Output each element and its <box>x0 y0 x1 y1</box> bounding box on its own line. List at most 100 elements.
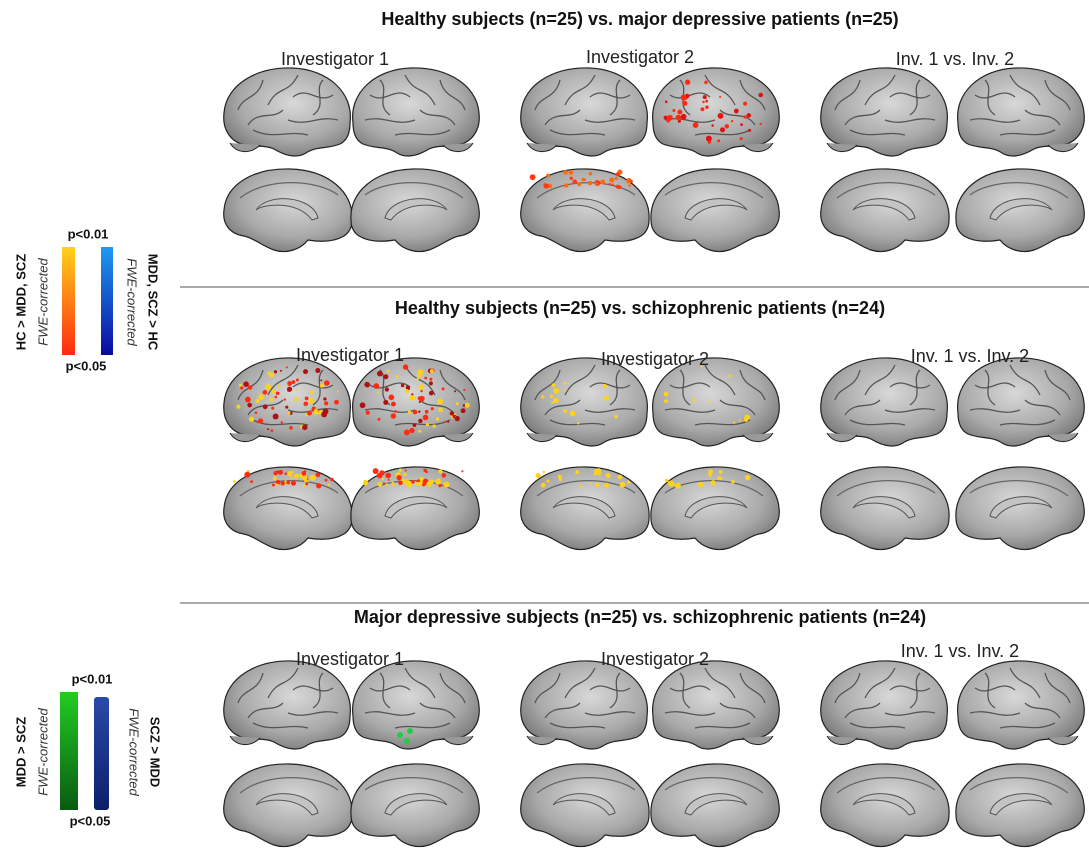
brain-medial <box>650 168 780 253</box>
brain-lateral <box>651 357 780 447</box>
brain-lateral <box>956 67 1085 157</box>
activation <box>684 79 691 85</box>
brain-lateral <box>351 357 480 447</box>
brain-medial <box>650 763 780 848</box>
brain-lateral <box>520 357 649 447</box>
activation <box>595 182 598 185</box>
activation <box>672 109 676 113</box>
panel-title: Healthy subjects (n=25) vs. schizophreni… <box>395 298 885 318</box>
brain-medial <box>350 763 480 848</box>
activation <box>597 471 602 476</box>
activation <box>287 471 293 477</box>
activation <box>420 389 423 393</box>
brain-medial <box>350 466 480 551</box>
activation <box>407 410 411 414</box>
activation <box>426 481 433 487</box>
activation <box>283 398 286 401</box>
p-label: p<0.05 <box>70 813 111 828</box>
activation <box>739 137 743 141</box>
activation <box>272 413 279 420</box>
activation <box>719 95 722 98</box>
activation <box>273 470 278 476</box>
color-bar <box>94 697 109 810</box>
activation <box>377 481 383 487</box>
column-label: Investigator 1 <box>296 649 404 669</box>
activation <box>619 481 626 488</box>
activation <box>630 179 633 183</box>
activation <box>417 369 424 376</box>
brain-medial <box>955 763 1085 848</box>
activation <box>274 395 278 399</box>
activation <box>240 386 244 390</box>
activation <box>418 429 422 433</box>
activation <box>576 421 580 425</box>
activation <box>407 728 413 734</box>
activation <box>275 479 281 485</box>
activation <box>275 391 280 396</box>
activation <box>704 80 708 85</box>
activation <box>286 386 293 392</box>
activation <box>303 401 309 407</box>
activation <box>404 738 410 744</box>
activation <box>396 475 402 481</box>
brain-lateral <box>351 660 480 750</box>
activation <box>569 410 576 417</box>
activation <box>587 180 593 186</box>
activation <box>730 119 734 123</box>
activation <box>313 409 319 415</box>
activation <box>394 410 397 413</box>
activation <box>443 481 450 488</box>
activation <box>454 415 460 422</box>
activation <box>432 424 436 428</box>
activation <box>386 369 390 373</box>
brain-medial <box>223 168 353 253</box>
legend-label: MDD, SCZ > HC <box>146 254 161 351</box>
activation <box>233 480 236 483</box>
activation <box>569 176 573 180</box>
activation <box>743 115 747 119</box>
activation <box>392 483 395 487</box>
activation <box>409 395 416 401</box>
activation <box>708 473 712 477</box>
activation <box>438 469 443 474</box>
activation <box>383 374 389 380</box>
activation <box>717 139 721 143</box>
activation <box>289 426 293 430</box>
activation <box>435 478 441 485</box>
activation <box>600 179 606 185</box>
activation <box>743 101 748 106</box>
activation <box>455 402 459 406</box>
activation <box>748 128 752 132</box>
activation <box>719 113 722 116</box>
activation <box>717 112 724 119</box>
activation <box>273 370 278 374</box>
activation <box>708 469 714 475</box>
activation <box>462 404 466 407</box>
activation <box>291 470 295 474</box>
activation <box>563 170 568 175</box>
brain-lateral <box>223 660 352 750</box>
activation <box>265 384 272 391</box>
activation <box>564 389 567 392</box>
activation <box>529 174 536 181</box>
activation <box>588 172 593 176</box>
activation <box>611 183 614 186</box>
activation <box>424 409 429 414</box>
activation <box>310 390 314 394</box>
activation <box>579 484 583 488</box>
brain-medial <box>820 168 950 253</box>
activation <box>287 381 293 386</box>
activation <box>382 482 386 485</box>
activation <box>321 411 328 418</box>
activation <box>617 474 623 480</box>
activation <box>377 417 381 421</box>
activation <box>404 469 407 472</box>
activation <box>429 369 434 374</box>
activation <box>543 183 549 189</box>
activation <box>287 411 291 415</box>
activation <box>724 124 730 129</box>
activation <box>697 481 704 488</box>
activation <box>336 390 339 393</box>
activation <box>390 401 396 407</box>
activation <box>428 390 434 396</box>
